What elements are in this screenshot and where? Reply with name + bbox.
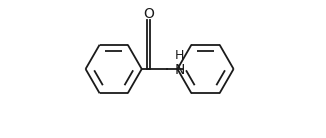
Text: H: H: [175, 49, 185, 62]
Text: O: O: [143, 7, 154, 21]
Text: N: N: [174, 63, 185, 77]
